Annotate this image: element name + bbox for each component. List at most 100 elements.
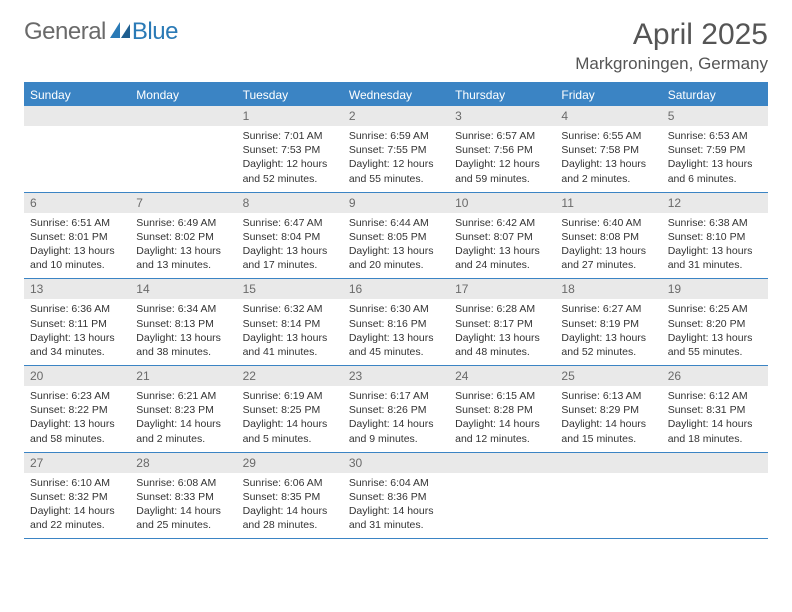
- calendar-cell-blank: [24, 106, 130, 192]
- day-body: Sunrise: 6:49 AMSunset: 8:02 PMDaylight:…: [130, 213, 236, 279]
- calendar-cell: 19Sunrise: 6:25 AMSunset: 8:20 PMDayligh…: [662, 279, 768, 365]
- day-sunrise: Sunrise: 6:25 AM: [668, 302, 762, 316]
- day-sunrise: Sunrise: 6:44 AM: [349, 216, 443, 230]
- day-sunrise: Sunrise: 6:17 AM: [349, 389, 443, 403]
- day-daylight2: and 15 minutes.: [561, 432, 655, 446]
- calendar-cell: 3Sunrise: 6:57 AMSunset: 7:56 PMDaylight…: [449, 106, 555, 192]
- calendar-cell: 23Sunrise: 6:17 AMSunset: 8:26 PMDayligh…: [343, 366, 449, 452]
- day-number: 18: [555, 279, 661, 299]
- day-number: [130, 106, 236, 126]
- week-row: 6Sunrise: 6:51 AMSunset: 8:01 PMDaylight…: [24, 193, 768, 280]
- day-number: 11: [555, 193, 661, 213]
- day-sunrise: Sunrise: 6:49 AM: [136, 216, 230, 230]
- day-number: 5: [662, 106, 768, 126]
- calendar-cell: 24Sunrise: 6:15 AMSunset: 8:28 PMDayligh…: [449, 366, 555, 452]
- day-sunset: Sunset: 7:59 PM: [668, 143, 762, 157]
- day-sunset: Sunset: 8:33 PM: [136, 490, 230, 504]
- day-number: 13: [24, 279, 130, 299]
- calendar-cell: 6Sunrise: 6:51 AMSunset: 8:01 PMDaylight…: [24, 193, 130, 279]
- day-daylight1: Daylight: 13 hours: [136, 244, 230, 258]
- day-sunrise: Sunrise: 6:40 AM: [561, 216, 655, 230]
- day-sunset: Sunset: 8:32 PM: [30, 490, 124, 504]
- day-sunrise: Sunrise: 6:21 AM: [136, 389, 230, 403]
- day-daylight1: Daylight: 13 hours: [30, 331, 124, 345]
- day-number: 6: [24, 193, 130, 213]
- day-sunset: Sunset: 8:01 PM: [30, 230, 124, 244]
- day-daylight1: Daylight: 14 hours: [30, 504, 124, 518]
- day-number: 22: [237, 366, 343, 386]
- day-body: Sunrise: 6:30 AMSunset: 8:16 PMDaylight:…: [343, 299, 449, 365]
- day-number: 4: [555, 106, 661, 126]
- day-sunset: Sunset: 8:10 PM: [668, 230, 762, 244]
- day-daylight2: and 55 minutes.: [349, 172, 443, 186]
- title-block: April 2025 Markgroningen, Germany: [575, 18, 768, 74]
- day-sunset: Sunset: 8:13 PM: [136, 317, 230, 331]
- day-body: Sunrise: 7:01 AMSunset: 7:53 PMDaylight:…: [237, 126, 343, 192]
- day-body: Sunrise: 6:59 AMSunset: 7:55 PMDaylight:…: [343, 126, 449, 192]
- day-sunset: Sunset: 8:04 PM: [243, 230, 337, 244]
- day-number: 3: [449, 106, 555, 126]
- day-daylight2: and 25 minutes.: [136, 518, 230, 532]
- day-daylight2: and 13 minutes.: [136, 258, 230, 272]
- calendar-cell: 21Sunrise: 6:21 AMSunset: 8:23 PMDayligh…: [130, 366, 236, 452]
- day-sunrise: Sunrise: 6:28 AM: [455, 302, 549, 316]
- calendar-cell: 5 Sunrise: 6:53 AMSunset: 7:59 PMDaylight…: [662, 106, 768, 192]
- day-daylight2: and 59 minutes.: [455, 172, 549, 186]
- day-number: 16: [343, 279, 449, 299]
- day-sunrise: Sunrise: 6:47 AM: [243, 216, 337, 230]
- header: General Blue April 2025 Markgroningen, G…: [24, 18, 768, 74]
- day-sunset: Sunset: 8:19 PM: [561, 317, 655, 331]
- day-daylight2: and 9 minutes.: [349, 432, 443, 446]
- day-daylight2: and 55 minutes.: [668, 345, 762, 359]
- day-daylight1: Daylight: 14 hours: [349, 417, 443, 431]
- day-daylight1: Daylight: 14 hours: [243, 504, 337, 518]
- day-body: Sunrise: 6:36 AMSunset: 8:11 PMDaylight:…: [24, 299, 130, 365]
- day-daylight2: and 48 minutes.: [455, 345, 549, 359]
- calendar-cell: 25Sunrise: 6:13 AMSunset: 8:29 PMDayligh…: [555, 366, 661, 452]
- day-daylight1: Daylight: 13 hours: [136, 331, 230, 345]
- day-sunrise: Sunrise: 6:59 AM: [349, 129, 443, 143]
- day-body: Sunrise: 6:17 AMSunset: 8:26 PMDaylight:…: [343, 386, 449, 452]
- day-body: Sunrise: 6:13 AMSunset: 8:29 PMDaylight:…: [555, 386, 661, 452]
- day-sunset: Sunset: 8:02 PM: [136, 230, 230, 244]
- day-sunset: Sunset: 8:14 PM: [243, 317, 337, 331]
- day-body: Sunrise: 6:15 AMSunset: 8:28 PMDaylight:…: [449, 386, 555, 452]
- day-body: Sunrise: 6:12 AMSunset: 8:31 PMDaylight:…: [662, 386, 768, 452]
- day-number: 9: [343, 193, 449, 213]
- day-daylight2: and 18 minutes.: [668, 432, 762, 446]
- day-number: 1: [237, 106, 343, 126]
- day-daylight2: and 17 minutes.: [243, 258, 337, 272]
- day-daylight2: and 24 minutes.: [455, 258, 549, 272]
- day-sunrise: Sunrise: 6:53 AM: [668, 129, 762, 143]
- day-daylight2: and 27 minutes.: [561, 258, 655, 272]
- day-number: 26: [662, 366, 768, 386]
- day-daylight1: Daylight: 12 hours: [455, 157, 549, 171]
- day-sunset: Sunset: 8:08 PM: [561, 230, 655, 244]
- day-sunrise: Sunrise: 6:32 AM: [243, 302, 337, 316]
- day-daylight2: and 10 minutes.: [30, 258, 124, 272]
- day-sunset: Sunset: 8:35 PM: [243, 490, 337, 504]
- weekday-header: Wednesday: [343, 84, 449, 106]
- day-sunset: Sunset: 8:25 PM: [243, 403, 337, 417]
- day-daylight1: Daylight: 14 hours: [136, 417, 230, 431]
- day-sunrise: Sunrise: 6:08 AM: [136, 476, 230, 490]
- day-daylight1: Daylight: 13 hours: [668, 157, 762, 171]
- day-daylight1: Daylight: 12 hours: [243, 157, 337, 171]
- day-daylight2: and 58 minutes.: [30, 432, 124, 446]
- day-daylight1: Daylight: 13 hours: [561, 331, 655, 345]
- day-body: Sunrise: 6:44 AMSunset: 8:05 PMDaylight:…: [343, 213, 449, 279]
- day-body: Sunrise: 6:21 AMSunset: 8:23 PMDaylight:…: [130, 386, 236, 452]
- calendar-cell: 1Sunrise: 7:01 AMSunset: 7:53 PMDaylight…: [237, 106, 343, 192]
- day-sunrise: Sunrise: 6:36 AM: [30, 302, 124, 316]
- weekday-header: Tuesday: [237, 84, 343, 106]
- day-number: 27: [24, 453, 130, 473]
- day-daylight2: and 34 minutes.: [30, 345, 124, 359]
- day-body: Sunrise: 6:40 AMSunset: 8:08 PMDaylight:…: [555, 213, 661, 279]
- day-daylight2: and 5 minutes.: [243, 432, 337, 446]
- calendar-cell: 27Sunrise: 6:10 AMSunset: 8:32 PMDayligh…: [24, 453, 130, 539]
- day-number: 17: [449, 279, 555, 299]
- day-daylight1: Daylight: 14 hours: [668, 417, 762, 431]
- day-daylight1: Daylight: 13 hours: [349, 331, 443, 345]
- day-sunset: Sunset: 8:05 PM: [349, 230, 443, 244]
- day-number: 30: [343, 453, 449, 473]
